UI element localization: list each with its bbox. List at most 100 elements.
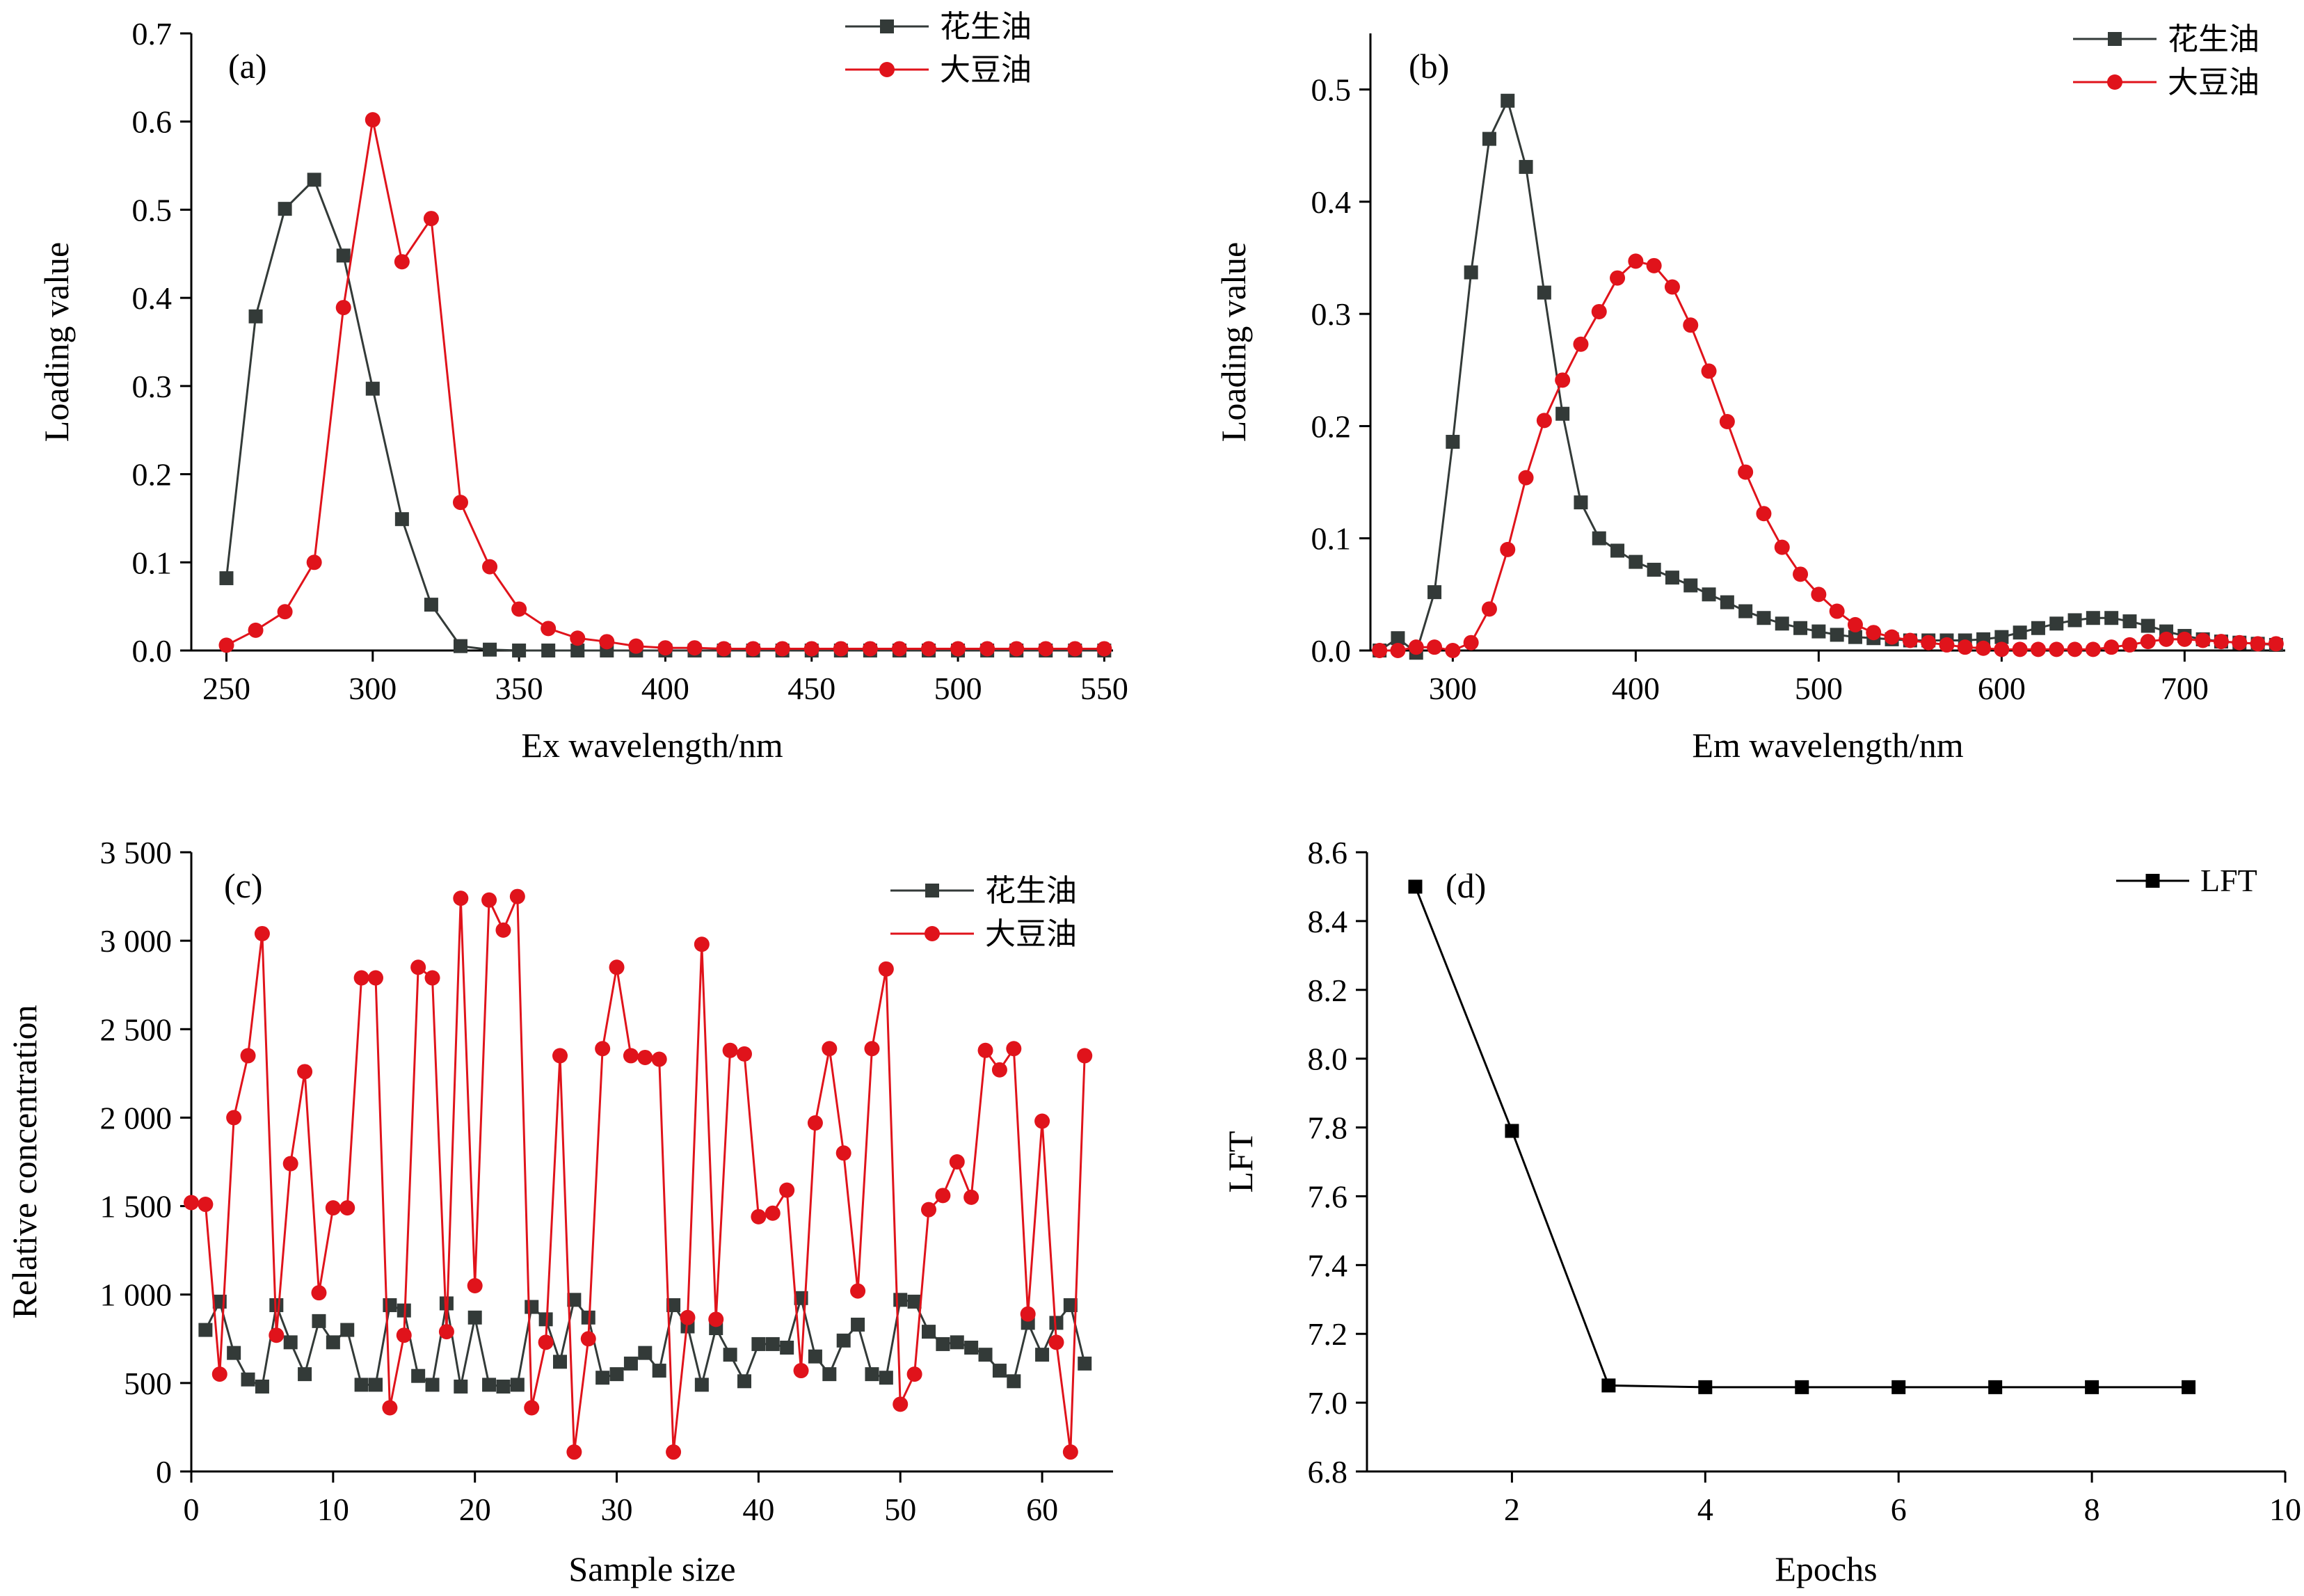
data-point <box>496 1379 511 1394</box>
data-point <box>963 1189 979 1205</box>
data-point <box>2085 641 2101 657</box>
y-tick-label: 7.2 <box>1308 1316 1348 1352</box>
y-tick-label: 3 500 <box>100 835 173 870</box>
data-point <box>1063 1298 1078 1312</box>
data-point <box>2195 632 2211 648</box>
data-point <box>822 1367 837 1382</box>
data-point <box>628 638 644 654</box>
data-point <box>1464 265 1478 280</box>
data-point <box>765 1205 781 1221</box>
data-point <box>1866 625 1882 641</box>
data-point <box>1537 285 1551 300</box>
legend-marker <box>880 19 894 33</box>
data-point <box>652 1364 666 1378</box>
data-point <box>864 1041 880 1057</box>
data-point <box>1793 566 1809 582</box>
y-tick-label: 0.5 <box>1311 72 1352 108</box>
data-point <box>745 641 761 657</box>
data-point <box>1034 1113 1050 1129</box>
data-point <box>807 1115 823 1131</box>
data-point <box>396 1327 412 1343</box>
data-point <box>2122 614 2137 629</box>
data-point <box>541 644 556 657</box>
x-tick-label: 2 <box>1504 1492 1520 1527</box>
data-point <box>1683 317 1699 333</box>
panel-label: (c) <box>224 866 263 905</box>
data-point <box>2104 611 2119 625</box>
data-point <box>977 1042 993 1058</box>
data-point <box>482 559 498 575</box>
data-point <box>566 1444 582 1460</box>
data-point <box>1793 621 1808 635</box>
data-point <box>2085 1380 2099 1394</box>
y-tick-label: 7.4 <box>1308 1247 1348 1283</box>
x-tick-label: 0 <box>184 1492 200 1527</box>
x-tick-label: 250 <box>202 671 250 706</box>
data-point <box>1629 554 1643 569</box>
x-axis-label: Em wavelength/nm <box>1692 726 1963 765</box>
data-point <box>553 1355 567 1369</box>
data-point <box>1601 1378 1616 1393</box>
data-point <box>452 495 468 511</box>
data-point <box>950 1335 964 1350</box>
data-point <box>1701 363 1717 379</box>
data-point <box>2086 611 2100 625</box>
data-point <box>511 601 527 617</box>
data-point <box>453 639 467 653</box>
x-tick-label: 500 <box>1795 671 1843 706</box>
data-point <box>2250 636 2266 652</box>
data-point <box>1481 601 1497 617</box>
x-tick-label: 60 <box>1026 1492 1058 1527</box>
data-point <box>1463 635 1479 651</box>
data-point <box>353 970 369 986</box>
data-point <box>298 1367 312 1382</box>
data-point <box>552 1048 568 1064</box>
series-line <box>225 177 1105 652</box>
data-point <box>2182 1380 2196 1394</box>
data-point <box>1610 270 1626 286</box>
data-point <box>365 381 380 396</box>
data-point <box>595 1371 610 1385</box>
x-tick-label: 550 <box>1080 671 1128 706</box>
data-point <box>226 1110 242 1126</box>
y-axis-label: Loading value <box>37 242 76 442</box>
data-point <box>595 1041 611 1057</box>
y-axis-label: Loading value <box>1214 242 1253 442</box>
data-point <box>893 1396 909 1412</box>
data-point <box>307 173 321 187</box>
y-tick-label: 7.0 <box>1308 1385 1348 1421</box>
x-tick-label: 20 <box>459 1492 491 1527</box>
data-point <box>2031 621 2045 635</box>
data-point <box>580 1331 596 1347</box>
data-point <box>241 1372 255 1387</box>
x-tick-label: 10 <box>317 1492 349 1527</box>
y-axis-label: LFT <box>1221 1131 1260 1193</box>
data-point <box>198 1197 214 1213</box>
data-point <box>1020 1306 1036 1322</box>
data-point <box>1077 1048 1093 1064</box>
x-axis-label: Epochs <box>1775 1549 1877 1588</box>
data-point <box>723 1348 737 1362</box>
y-tick-label: 8.4 <box>1308 904 1348 939</box>
data-point <box>1574 495 1588 510</box>
data-point <box>2049 641 2065 657</box>
data-point <box>780 1341 794 1355</box>
data-point <box>467 1278 483 1293</box>
data-point <box>1427 585 1442 600</box>
y-tick-label: 2 000 <box>100 1100 173 1135</box>
data-point <box>991 1062 1007 1078</box>
series-line <box>191 896 1086 1453</box>
data-point <box>793 1363 809 1379</box>
data-point <box>369 1378 383 1392</box>
y-axis-label: Relative concentration <box>5 1005 44 1318</box>
data-point <box>1811 624 1826 639</box>
data-point <box>737 1046 752 1062</box>
x-tick-label: 300 <box>349 671 397 706</box>
data-point <box>680 1309 696 1325</box>
data-point <box>1518 470 1534 486</box>
legend-marker <box>2107 74 2122 90</box>
data-point <box>198 1323 213 1337</box>
data-point <box>1646 257 1662 273</box>
y-tick-label: 0.1 <box>1311 521 1352 557</box>
